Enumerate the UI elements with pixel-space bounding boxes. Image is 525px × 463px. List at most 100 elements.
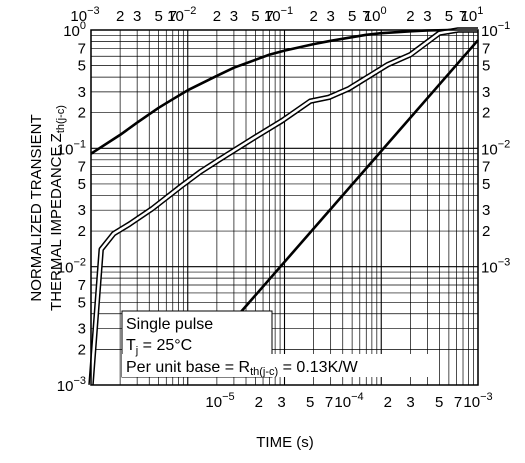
right-minor-label: 5 [482, 176, 490, 193]
left-decade-label-exp: −3 [73, 375, 86, 387]
left-minor-label: 3 [78, 202, 86, 219]
bottom-decade-label-mantissa: 10 [334, 394, 351, 411]
right-decade-label: 10−3 [481, 257, 510, 277]
left-minor-label: 3 [78, 84, 86, 101]
bottom-decade-label: 10−4 [334, 391, 363, 411]
right-minor-label: 2 [482, 105, 490, 122]
top-minor-label: 5 [445, 8, 453, 25]
left-decade-label: 100 [63, 20, 86, 40]
bottom-decade-label-exp: −4 [351, 391, 364, 403]
bottom-minor-label: 2 [384, 394, 392, 411]
bottom-minor-label: 7 [454, 394, 462, 411]
annotation-line1: Single pulse [126, 316, 213, 333]
left-decade-label-mantissa: 10 [63, 23, 80, 40]
top-decade-label-exp: −3 [87, 5, 100, 17]
top-minor-label: 7 [459, 8, 467, 25]
top-decade-label-exp: −2 [184, 5, 197, 17]
left-minor-label: 2 [78, 105, 86, 122]
right-minor-label: 5 [482, 58, 490, 75]
series-2 [219, 39, 479, 337]
right-minor-label: 2 [482, 223, 490, 240]
left-decade-label-mantissa: 10 [57, 260, 74, 277]
top-minor-label: 5 [154, 8, 162, 25]
right-minor-label: 7 [482, 159, 490, 176]
annotation-line3: Per unit base = Rth(j-c) = 0.13K/W [126, 359, 359, 378]
left-decade-label-exp: −1 [73, 138, 86, 150]
left-decade-label: 10−1 [57, 138, 86, 158]
bottom-minor-label: 3 [277, 394, 285, 411]
annotation-line3-sub: th(j-c) [250, 366, 278, 378]
top-decade-label: 10−3 [70, 5, 99, 25]
x-axis-title: TIME (s) [256, 434, 314, 451]
top-decade-label-exp: 1 [477, 5, 483, 17]
right-decade-label-exp: −2 [498, 138, 511, 150]
top-minor-label: 2 [213, 8, 221, 25]
top-minor-label: 2 [116, 8, 124, 25]
bottom-decade-label-mantissa: 10 [205, 394, 222, 411]
top-decade-label-mantissa: 10 [70, 8, 87, 25]
top-minor-label: 5 [348, 8, 356, 25]
left-minor-label: 3 [78, 321, 86, 338]
left-decade-label-mantissa: 10 [57, 141, 74, 158]
y-axis-title-line2: THERMAL IMPEDANCE Zth(j-c) [48, 105, 67, 311]
top-minor-label: 3 [133, 8, 141, 25]
bottom-decade-label-mantissa: 10 [463, 394, 480, 411]
y-axis-title-line2-sub: th(j-c) [55, 105, 67, 133]
top-minor-label: 2 [406, 8, 414, 25]
annotation-line3-main: Per unit base = R [126, 359, 250, 376]
right-minor-label: 3 [482, 84, 490, 101]
top-minor-label: 3 [423, 8, 431, 25]
right-decade-label-mantissa: 10 [481, 260, 498, 277]
top-decade-label-mantissa: 10 [461, 8, 478, 25]
annotation-line2: Tj = 25°C [126, 337, 192, 357]
left-decade-label: 10−3 [57, 375, 86, 395]
annotation-box: Single pulse Tj = 25°C Per unit base = R… [121, 310, 432, 378]
right-decade-label-exp: −3 [498, 257, 511, 269]
left-minor-label: 5 [78, 58, 86, 75]
left-decade-label-mantissa: 10 [57, 378, 74, 395]
plot-frame [90, 29, 479, 386]
left-minor-label: 7 [78, 40, 86, 57]
top-decade-label-mantissa: 10 [264, 8, 281, 25]
left-decade-label-exp: −2 [73, 257, 86, 269]
left-decade-label: 10−2 [57, 257, 86, 277]
right-decade-label-mantissa: 10 [481, 23, 498, 40]
annotation-line2-main: T [126, 337, 136, 354]
right-decade-label-exp: −1 [498, 20, 511, 32]
top-decade-label-mantissa: 10 [364, 8, 381, 25]
bottom-decade-label: 10−5 [205, 391, 234, 411]
left-minor-label: 2 [78, 341, 86, 358]
y-axis-title-line2-main: THERMAL IMPEDANCE Z [48, 133, 65, 311]
right-decade-label-mantissa: 10 [481, 141, 498, 158]
left-minor-label: 5 [78, 176, 86, 193]
top-minor-label: 2 [309, 8, 317, 25]
bottom-minor-label: 5 [435, 394, 443, 411]
bottom-decade-label-exp: −3 [480, 391, 493, 403]
bottom-decade-label: 10−3 [463, 391, 492, 411]
top-decade-label-exp: −1 [281, 5, 294, 17]
top-decade-label: 100 [364, 5, 387, 25]
left-decade-label-exp: 0 [80, 20, 86, 32]
annotation-line3-rest: = 0.13K/W [278, 359, 358, 376]
y-axis-title: NORMALIZED TRANSIENT THERMAL IMPEDANCE Z… [28, 105, 67, 311]
right-minor-label: 3 [482, 202, 490, 219]
top-minor-label: 5 [251, 8, 259, 25]
top-decade-label-exp: 0 [381, 5, 387, 17]
annotation-line2-sub: j [135, 345, 138, 357]
right-decade-label: 10−2 [481, 138, 510, 158]
top-minor-label: 3 [326, 8, 334, 25]
bottom-decade-label-exp: −5 [222, 391, 235, 403]
top-minor-label: 7 [265, 8, 273, 25]
series-0 [90, 28, 478, 155]
y-axis-title-line1: NORMALIZED TRANSIENT [28, 114, 45, 301]
right-decade-label: 10−1 [481, 20, 510, 40]
top-minor-label: 7 [169, 8, 177, 25]
left-minor-label: 2 [78, 223, 86, 240]
top-decade-label-mantissa: 10 [167, 8, 184, 25]
top-decade-label: 101 [461, 5, 484, 25]
annotation-line2-rest: = 25°C [138, 337, 192, 354]
bottom-minor-label: 3 [406, 394, 414, 411]
annotation-background-wide [122, 354, 432, 377]
